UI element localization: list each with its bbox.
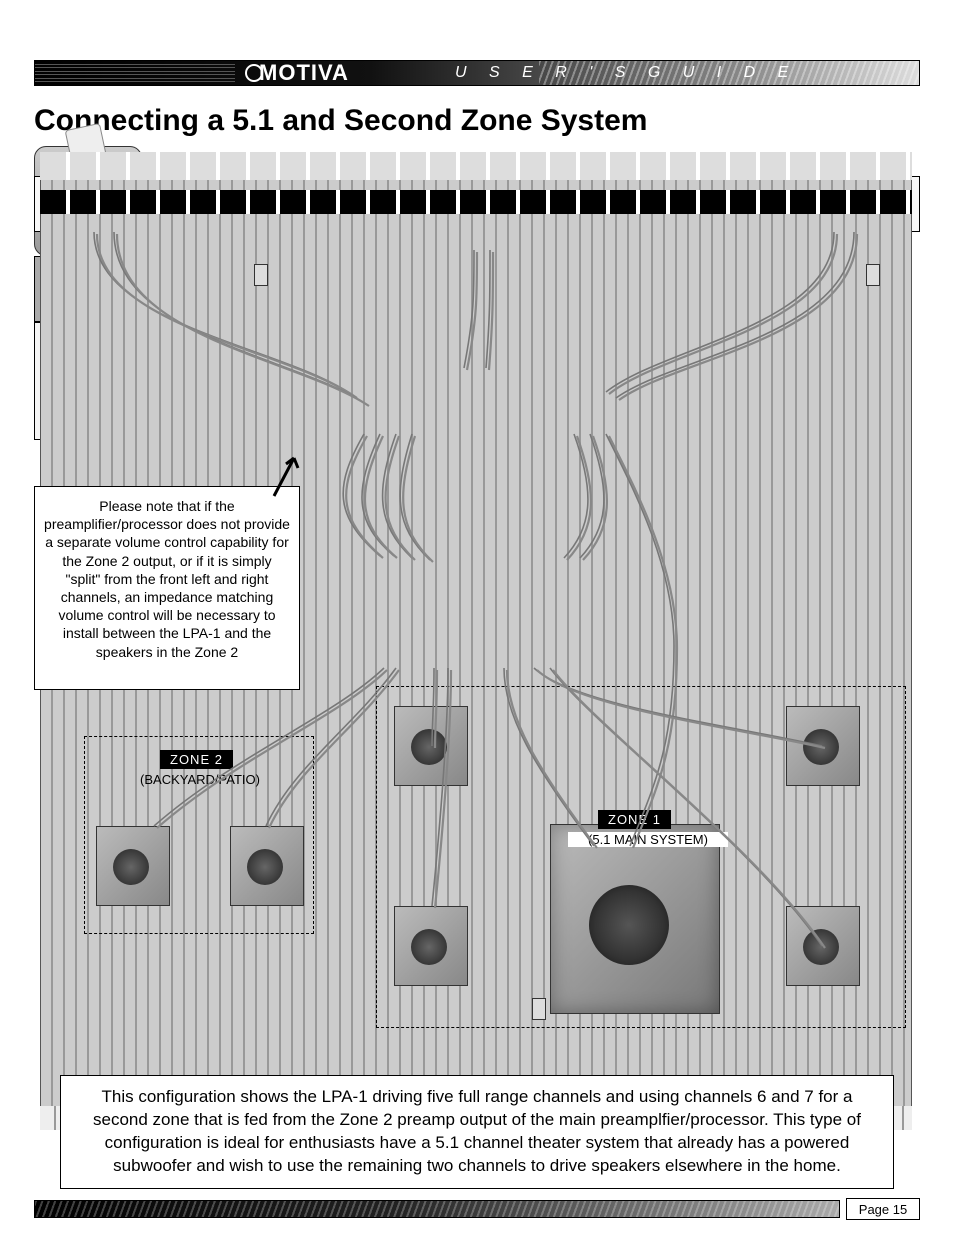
zone1-desc: (5.1 MAIN SYSTEM): [568, 832, 728, 847]
speaker-zone2-left: [96, 826, 170, 906]
brand-text: MOTIVA: [259, 60, 349, 86]
zone1-label: ZONE 1: [598, 810, 671, 829]
note-arrow-icon: [270, 452, 300, 498]
header-banner: MOTIVA U S E R ' S G U I D E: [34, 60, 920, 86]
speaker-zone2-right: [230, 826, 304, 906]
note-box: Please note that if the preamplifier/pro…: [34, 486, 300, 690]
footer: Page 15: [34, 1197, 920, 1221]
speaker-zone1-rear-right: [786, 906, 860, 986]
speaker-zone1-front-left: [394, 706, 468, 786]
speaker-zone1-front-right: [786, 706, 860, 786]
caption-box: This configuration shows the LPA-1 drivi…: [60, 1075, 894, 1189]
banner-subtitle: U S E R ' S G U I D E: [455, 61, 797, 85]
zone2-label: ZONE 2: [160, 750, 233, 769]
wiring-diagram: CD or DVD Player VCR or DVR iPod or MP3 …: [34, 146, 918, 1136]
zone2-desc: (BACKYARD/PATIO): [130, 772, 270, 787]
speaker-zone1-rear-left: [394, 906, 468, 986]
power-plug-icon: [532, 998, 546, 1020]
brand-logo: MOTIVA: [245, 61, 349, 85]
device-lmc1: [34, 256, 340, 322]
page-title: Connecting a 5.1 and Second Zone System: [34, 104, 920, 138]
power-plug-icon: [866, 264, 880, 286]
page-number: Page 15: [846, 1198, 920, 1220]
power-plug-icon: [254, 264, 268, 286]
footer-bar: [34, 1200, 840, 1218]
